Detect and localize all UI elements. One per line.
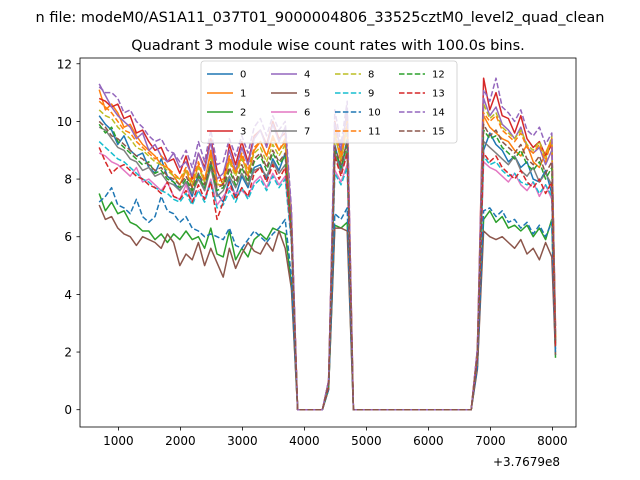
series-line-11 xyxy=(98,100,557,411)
axes: 1000 2000 3000 4000 5000 6000 7000 800002468101… xyxy=(57,57,577,448)
x-tick-label: 6000 xyxy=(413,434,444,448)
y-tick-label: 6 xyxy=(64,230,72,244)
x-offset-label: +3.7679e8 xyxy=(493,455,560,469)
y-tick-label: 4 xyxy=(64,288,72,302)
series-line-10 xyxy=(98,186,557,411)
legend-label-7: 7 xyxy=(304,127,310,138)
legend-frame xyxy=(200,60,458,144)
legend-label-14: 14 xyxy=(432,108,445,119)
chart-title: Quadrant 3 module wise count rates with … xyxy=(131,38,525,54)
legend-label-8: 8 xyxy=(368,70,374,81)
x-tick-label: 3000 xyxy=(227,434,258,448)
y-tick-label: 10 xyxy=(57,115,72,129)
legend-label-1: 1 xyxy=(240,89,246,100)
x-tick-label: 4000 xyxy=(289,434,320,448)
legend-label-15: 15 xyxy=(432,127,445,138)
legend-label-10: 10 xyxy=(368,108,381,119)
series-line-2 xyxy=(98,193,557,411)
plot-frame xyxy=(79,57,577,428)
legend-label-4: 4 xyxy=(304,70,310,81)
series-line-15 xyxy=(98,120,557,411)
x-tick-label: 2000 xyxy=(165,434,196,448)
series-line-13 xyxy=(98,147,557,411)
x-tick-label: 8000 xyxy=(537,434,568,448)
legend-label-2: 2 xyxy=(240,108,246,119)
x-tick-label: 7000 xyxy=(475,434,506,448)
legend-label-3: 3 xyxy=(240,127,246,138)
y-tick-label: 12 xyxy=(57,57,72,71)
legend-label-5: 5 xyxy=(304,89,310,100)
legend-label-6: 6 xyxy=(304,108,310,119)
y-tick-label: 8 xyxy=(64,173,72,187)
legend-label-0: 0 xyxy=(240,70,246,81)
y-tick-label: 0 xyxy=(64,403,72,417)
series-line-6 xyxy=(98,152,557,411)
legend-label-11: 11 xyxy=(368,127,381,138)
y-tick-label: 2 xyxy=(64,346,72,360)
series-layer xyxy=(98,77,557,411)
series-line-5 xyxy=(98,204,557,411)
legend-label-13: 13 xyxy=(432,89,445,100)
legend-label-9: 9 xyxy=(368,89,374,100)
x-tick-label: 5000 xyxy=(351,434,382,448)
legend-label-12: 12 xyxy=(432,70,445,81)
series-line-7 xyxy=(98,126,557,411)
figure-suptitle: n file: modeM0/AS1A11_037T01_9000004806_… xyxy=(36,10,605,26)
x-tick-label: 1000 xyxy=(103,434,134,448)
series-line-12 xyxy=(98,123,557,411)
